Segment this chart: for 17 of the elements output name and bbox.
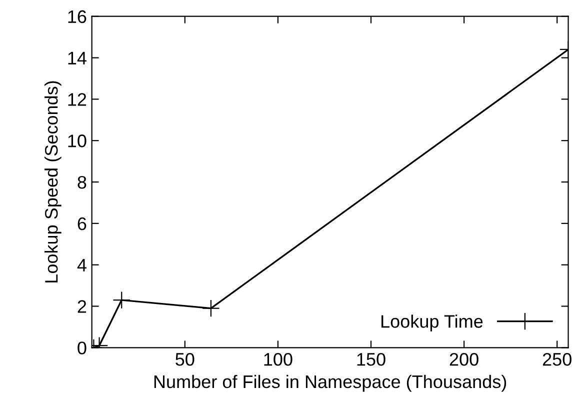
x-tick-label: 100 — [264, 352, 292, 366]
x-tick-label: 250 — [542, 352, 572, 366]
x-axis-title: Number of Files in Namespace (Thousands) — [154, 374, 506, 392]
y-tick-label: 8 — [78, 176, 86, 189]
y-tick-label: 0 — [78, 342, 86, 354]
y-tick-label: 6 — [78, 217, 86, 230]
y-tick-label: 12 — [68, 93, 86, 106]
x-tick-label: 150 — [357, 352, 386, 366]
y-tick-label: 4 — [77, 258, 86, 272]
y-tick-label: 14 — [68, 52, 86, 64]
x-tick-label: 200 — [450, 352, 478, 366]
legend-label: Lookup Time — [382, 314, 483, 332]
y-tick-label: 10 — [68, 134, 86, 148]
y-tick-label: 16 — [68, 10, 86, 24]
x-tick-label: 50 — [176, 352, 194, 366]
y-tick-label: 2 — [78, 300, 86, 313]
y-axis-title: Lookup Speed (Seconds) — [44, 81, 62, 282]
